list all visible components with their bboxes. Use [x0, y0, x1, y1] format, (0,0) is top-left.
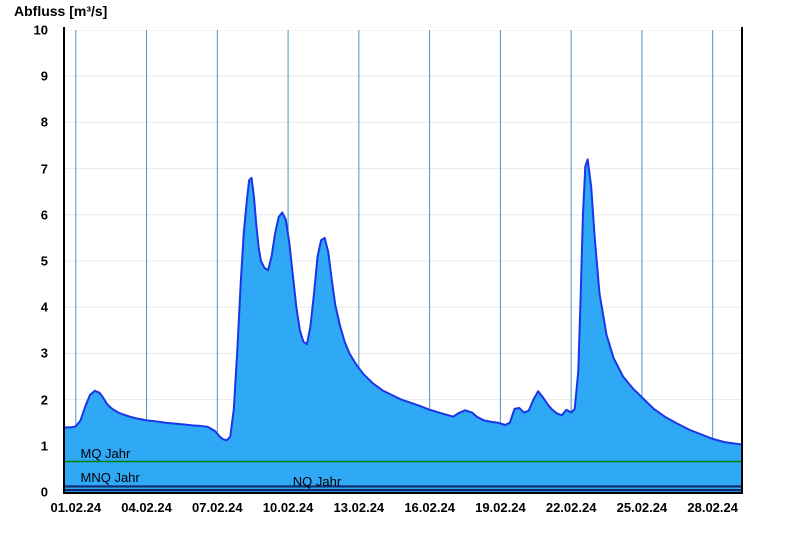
- y-tick-label: 1: [40, 438, 48, 454]
- reference-line-label: MNQ Jahr: [80, 470, 140, 486]
- x-tick-label: 16.02.24: [404, 500, 455, 515]
- hydrograph-plot: [64, 30, 741, 492]
- y-axis-line: [63, 27, 65, 494]
- page-title: Abfluss [m³/s]: [14, 3, 108, 19]
- x-tick-label: 10.02.24: [262, 500, 314, 515]
- y-tick-label: 10: [33, 22, 48, 38]
- discharge-line: [64, 158, 741, 446]
- y-tick-label: 2: [40, 392, 48, 408]
- reference-line-label: MQ Jahr: [80, 445, 131, 461]
- x-tick-label: 25.02.24: [616, 500, 668, 515]
- y-tick-label: 0: [40, 484, 48, 500]
- x-tick-label: 01.02.24: [50, 500, 102, 515]
- y-tick-label: 8: [40, 114, 48, 130]
- x-axis-line: [63, 492, 743, 494]
- x-tick-label: 13.02.24: [333, 500, 385, 515]
- horizontal-gridlines: [64, 30, 741, 447]
- hydrograph-svg: [64, 30, 741, 492]
- y-tick-label: 3: [40, 345, 48, 361]
- reference-line-label: NQ Jahr: [292, 474, 342, 490]
- y-tick-label: 9: [40, 68, 48, 84]
- x-tick-label: 04.02.24: [121, 500, 172, 515]
- reference-lines: [64, 460, 741, 492]
- discharge-area-fill: [64, 159, 741, 492]
- y-tick-label: 6: [40, 207, 48, 223]
- y-tick-label: 5: [40, 253, 48, 269]
- y-tick-label: 4: [40, 299, 48, 315]
- x-tick-label: 07.02.24: [192, 500, 243, 515]
- right-axis-line: [741, 27, 743, 494]
- y-tick-label: 7: [40, 161, 48, 177]
- x-tick-label: 22.02.24: [545, 500, 597, 515]
- x-tick-label: 19.02.24: [475, 500, 526, 515]
- x-tick-label: 28.02.24: [687, 500, 738, 515]
